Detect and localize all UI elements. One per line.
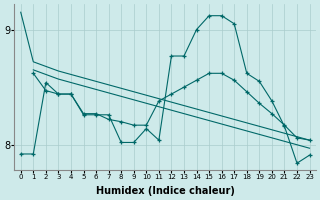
X-axis label: Humidex (Indice chaleur): Humidex (Indice chaleur) xyxy=(96,186,235,196)
